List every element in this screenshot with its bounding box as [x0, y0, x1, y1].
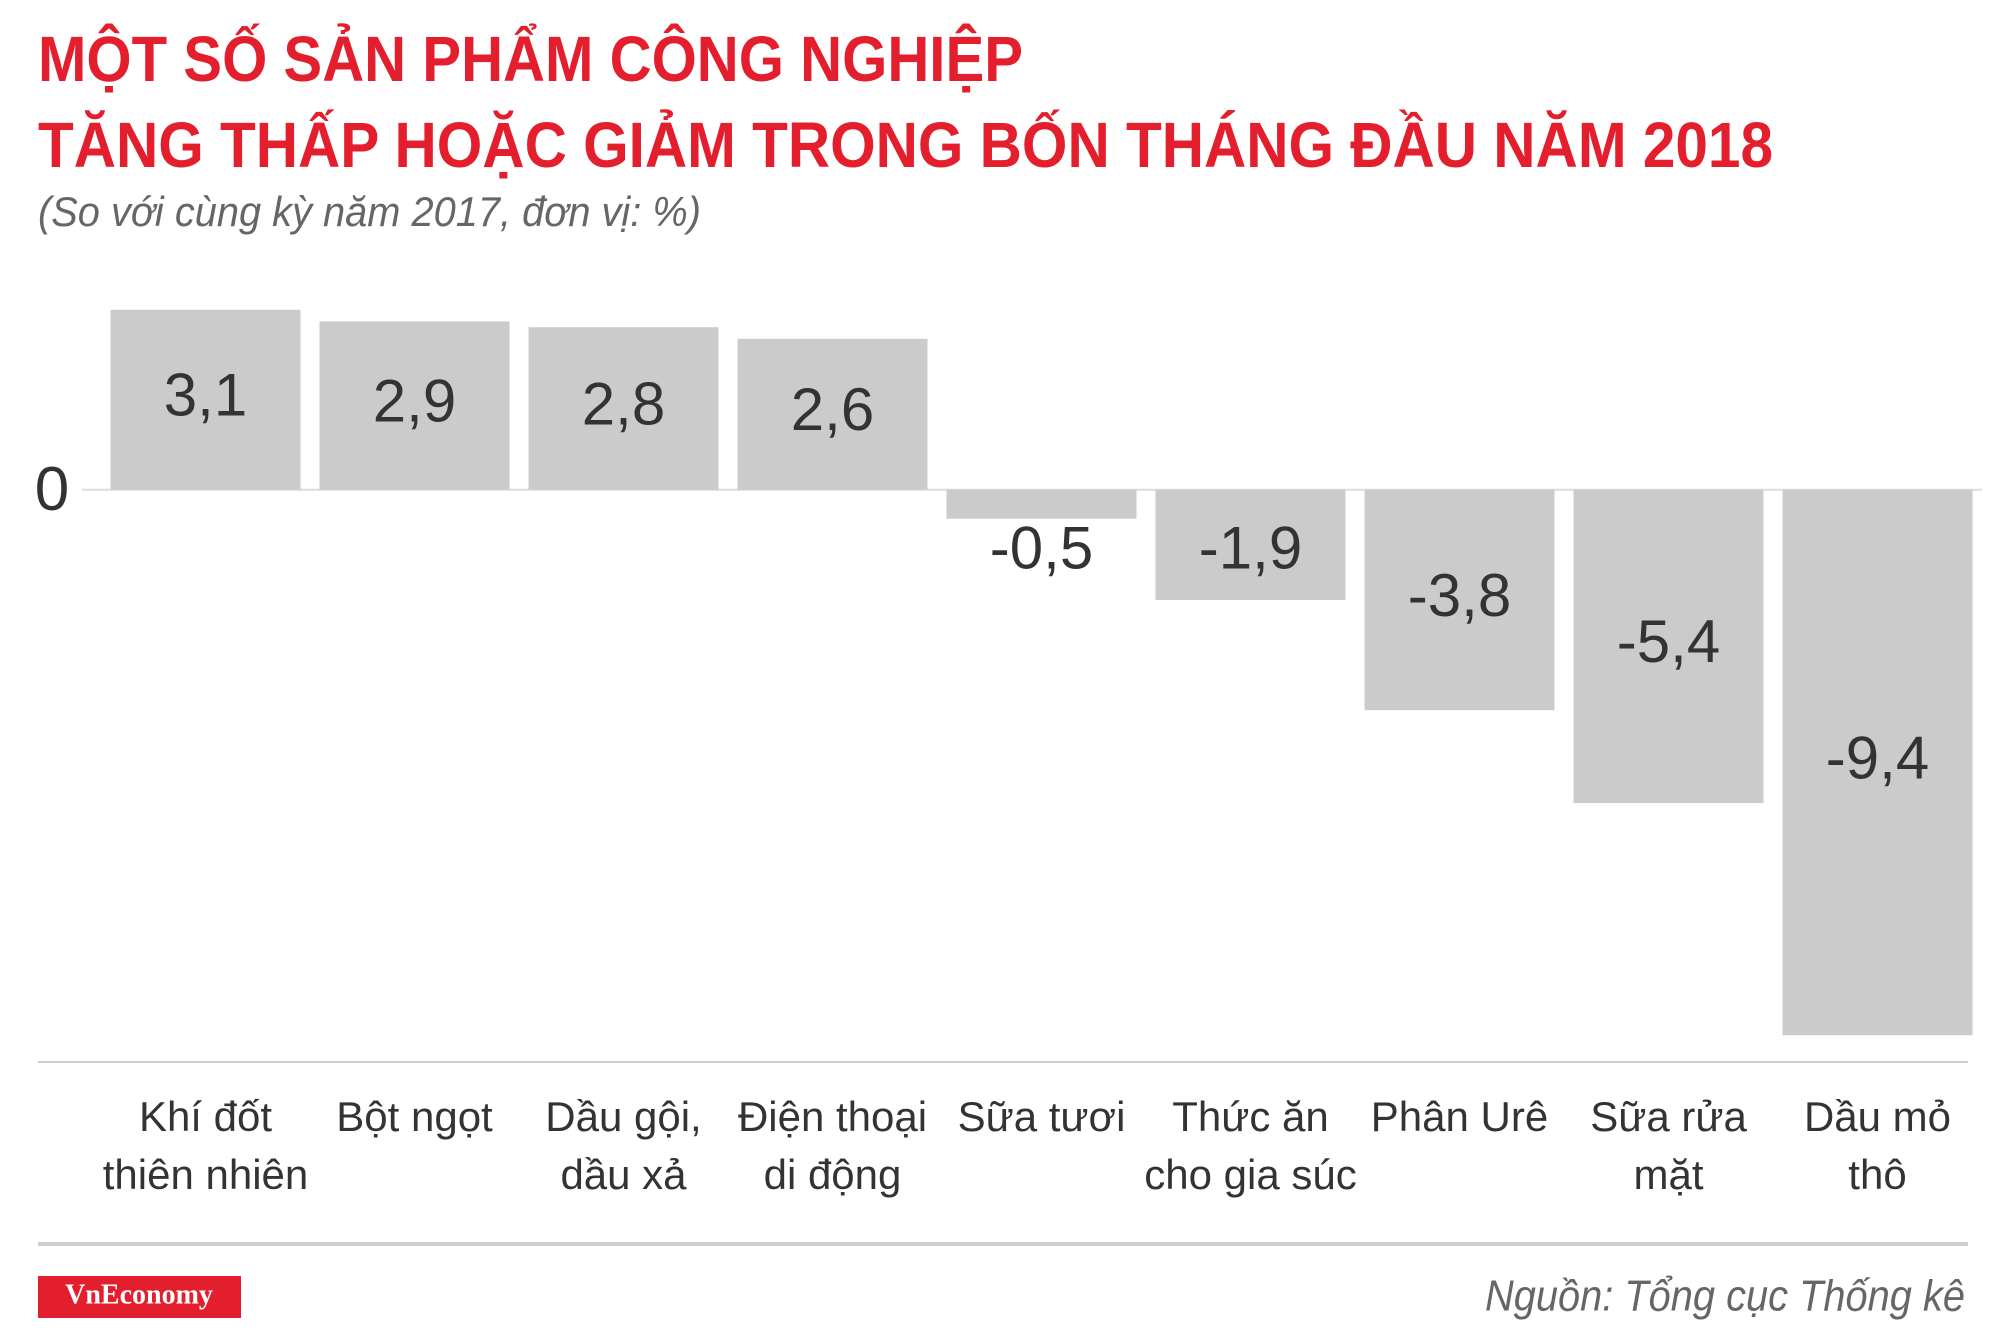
x-tick-label: Thức ăn cho gia súc — [1144, 1093, 1356, 1198]
value-label: 2,9 — [373, 367, 456, 434]
bar — [1782, 489, 1973, 1036]
bar — [110, 309, 301, 490]
x-tick-label: Điện thoại di động — [738, 1093, 927, 1198]
bar — [737, 338, 928, 490]
source: Nguồn: Tổng cục Thống kê — [1485, 1272, 1965, 1321]
y-tick-label: 0 — [35, 455, 69, 524]
x-tick-label: Sữa tươi — [958, 1093, 1126, 1140]
x-tick-label: Phân Urê — [1371, 1093, 1548, 1140]
value-label: -1,9 — [1199, 515, 1302, 582]
value-label: -9,4 — [1826, 724, 1929, 791]
bar — [1155, 489, 1346, 600]
chart-title: MỘT SỐ SẢN PHẨM CÔNG NGHIỆP — [38, 22, 1023, 95]
value-label: 2,8 — [582, 370, 665, 437]
brand-box — [38, 1276, 241, 1318]
x-tick-label: Dầu gội, dầu xả — [545, 1093, 701, 1198]
bar — [1573, 489, 1764, 804]
x-tick-label: Dầu mỏ thô — [1804, 1093, 1951, 1198]
value-label: 2,6 — [791, 376, 874, 443]
bar — [528, 327, 719, 490]
chart-title: TĂNG THẤP HOẶC GIẢM TRONG BỐN THÁNG ĐẦU … — [38, 108, 1773, 181]
value-label: -5,4 — [1617, 608, 1720, 675]
bar — [1364, 489, 1555, 711]
chart-subtitle: (So với cùng kỳ năm 2017, đơn vị: %) — [38, 188, 701, 235]
x-tick-label: Sữa rửa mặt — [1590, 1093, 1747, 1198]
x-tick-label: Khí đốt thiên nhiên — [103, 1093, 309, 1198]
value-label: -0,5 — [990, 515, 1093, 582]
value-label: -3,8 — [1408, 562, 1511, 629]
value-label: 3,1 — [164, 362, 247, 429]
bar — [319, 321, 510, 490]
bar — [946, 489, 1137, 519]
x-tick-label: Bột ngọt — [336, 1093, 493, 1140]
brand: VnEconomy — [65, 1279, 213, 1310]
